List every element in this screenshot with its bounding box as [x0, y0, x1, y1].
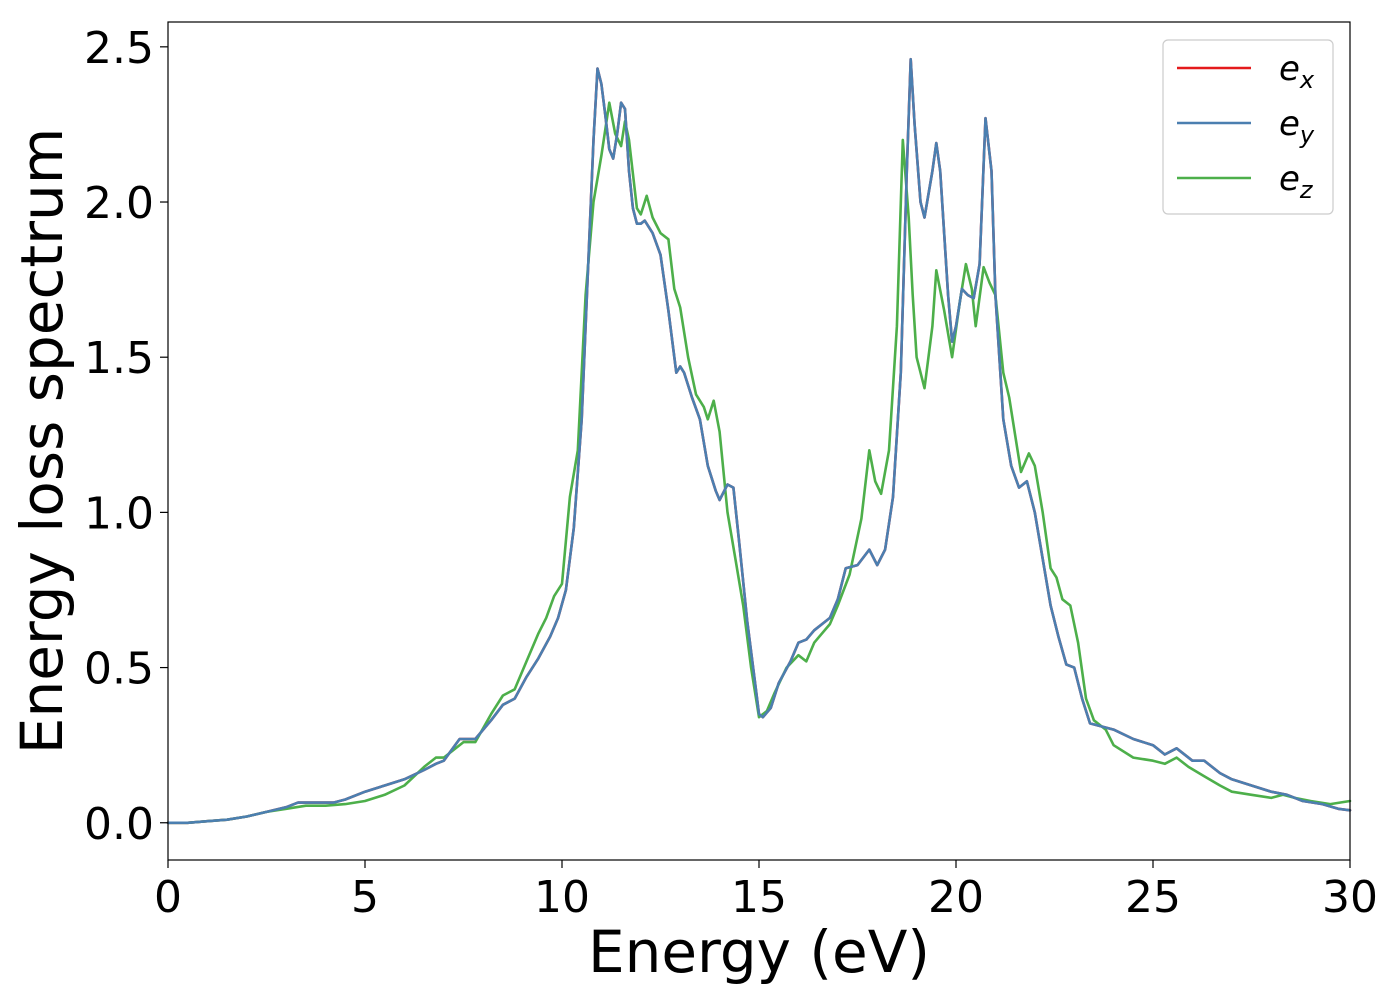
x-tick-label: 20 [928, 872, 984, 923]
y-tick-label: 0.5 [84, 644, 154, 695]
series-line-y [166, 57, 1352, 825]
y-tick-label: 1.5 [84, 333, 154, 384]
series-lines [166, 57, 1352, 825]
x-tick-label: 10 [534, 872, 590, 923]
y-axis-label: Energy loss spectrum [8, 128, 76, 754]
plot-area [168, 22, 1350, 860]
y-tick-label: 1.0 [84, 488, 154, 539]
legend-label-base: e [1279, 104, 1300, 144]
legend-label-base: e [1279, 49, 1300, 89]
y-tick-label: 2.5 [84, 23, 154, 74]
legend-box [1162, 39, 1334, 215]
x-tick-label: 0 [154, 872, 182, 923]
legend-label-subscript: x [1299, 66, 1315, 94]
y-tick-label: 0.0 [84, 799, 154, 850]
legend-label-y: ey [1279, 104, 1315, 149]
x-axis-ticks: 0 5 10 15 20 25 30 [154, 860, 1378, 923]
x-tick-label: 25 [1125, 872, 1181, 923]
legend-label-base: e [1279, 159, 1300, 199]
legend-label-subscript: y [1299, 121, 1315, 149]
series-line-z [166, 101, 1352, 825]
legend-label-x: ex [1279, 49, 1315, 94]
x-axis-label: Energy (eV) [588, 918, 930, 986]
x-tick-label: 15 [731, 872, 787, 923]
y-axis-ticks: 0.0 0.5 1.0 1.5 2.0 2.5 [84, 23, 168, 850]
x-tick-label: 30 [1322, 872, 1378, 923]
x-tick-label: 5 [351, 872, 379, 923]
legend-label-subscript: z [1299, 176, 1314, 204]
legend-label-z: ez [1279, 159, 1314, 204]
y-tick-label: 2.0 [84, 178, 154, 229]
